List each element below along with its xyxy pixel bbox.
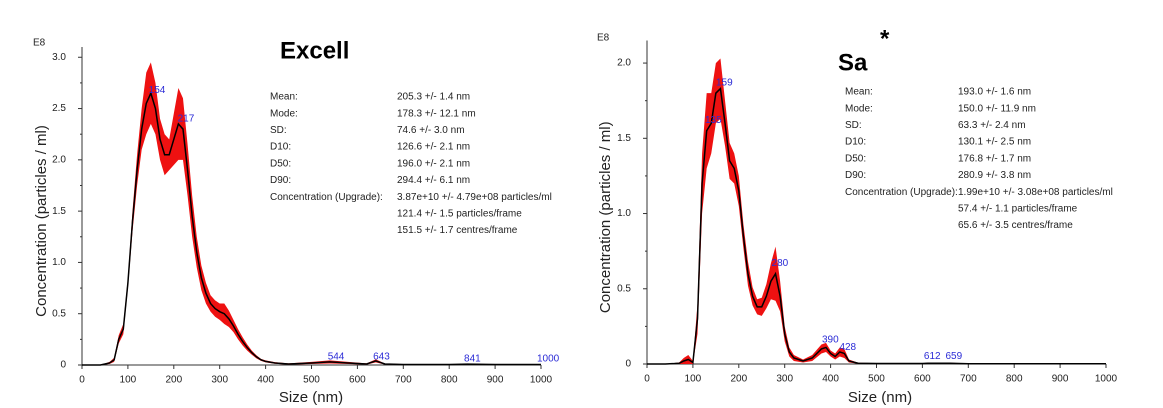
x-tick-label: 800: [441, 375, 458, 386]
x-tick-label: 200: [165, 375, 182, 386]
y-axis-label: Concentration (particles / ml): [597, 121, 614, 313]
stat-value: 130.1 +/- 2.5 nm: [958, 137, 1031, 148]
y-tick-label: 2.5: [52, 103, 66, 114]
stat-value: 294.4 +/- 6.1 nm: [397, 175, 470, 186]
stat-value: 74.6 +/- 3.0 nm: [397, 125, 465, 136]
x-tick-label: 500: [868, 374, 885, 385]
peak-label: 841: [464, 354, 481, 365]
peak-label: 135: [705, 115, 722, 126]
peak-label: 1000: [537, 354, 560, 365]
stat-value: 63.3 +/- 2.4 nm: [958, 120, 1026, 131]
stat-value: 121.4 +/- 1.5 particles/frame: [397, 209, 522, 220]
title-superscript: *: [880, 25, 890, 52]
peak-label: 544: [328, 352, 345, 363]
y-tick-label: 3.0: [52, 52, 66, 63]
stat-label: Concentration (Upgrade):: [270, 192, 383, 203]
y-tick-label: 1.0: [617, 208, 631, 219]
stat-value: 196.0 +/- 2.1 nm: [397, 158, 470, 169]
stat-label: Mean:: [270, 92, 298, 103]
stat-value: 150.0 +/- 11.9 nm: [958, 103, 1036, 114]
x-tick-label: 100: [120, 375, 137, 386]
y-tick-label: 0.5: [617, 283, 631, 294]
stat-label: Concentration (Upgrade):: [845, 187, 958, 198]
x-tick-label: 100: [685, 374, 702, 385]
stat-label: Mode:: [270, 108, 298, 119]
stat-label: D90:: [845, 170, 866, 181]
x-tick-label: 800: [1006, 374, 1023, 385]
y-tick-label: 1.5: [52, 206, 66, 217]
peak-label: 428: [839, 342, 856, 353]
chart-title: Sa: [838, 49, 868, 76]
stat-value: 1.99e+10 +/- 3.08e+08 particles/ml: [958, 187, 1113, 198]
x-tick-label: 300: [211, 375, 228, 386]
peak-label: 390: [822, 335, 839, 346]
stat-value: 57.4 +/- 1.1 particles/frame: [958, 204, 1078, 215]
peak-label: 154: [149, 85, 166, 96]
stat-label: D10:: [845, 137, 866, 148]
y-multiplier: E8: [33, 38, 46, 49]
stat-label: D10:: [270, 142, 291, 153]
y-multiplier: E8: [597, 33, 610, 44]
x-tick-label: 700: [960, 374, 977, 385]
x-tick-label: 900: [1052, 374, 1069, 385]
chart-title: Excell: [280, 37, 349, 64]
x-tick-label: 400: [257, 375, 274, 386]
stat-label: Mean:: [845, 87, 873, 98]
x-axis-label: Size (nm): [279, 389, 343, 406]
stat-label: Mode:: [845, 103, 873, 114]
x-tick-label: 300: [776, 374, 793, 385]
stat-value: 280.9 +/- 3.8 nm: [958, 170, 1031, 181]
x-tick-label: 900: [487, 375, 504, 386]
y-tick-label: 1.5: [617, 133, 631, 144]
stat-value: 193.0 +/- 1.6 nm: [958, 87, 1031, 98]
line: [82, 91, 541, 366]
peak-label: 217: [178, 114, 195, 125]
stat-label: SD:: [845, 120, 862, 131]
y-tick-label: 0: [60, 360, 66, 371]
x-tick-label: 500: [303, 375, 320, 386]
peak-label: 659: [945, 351, 962, 362]
stat-label: D90:: [270, 175, 291, 186]
stat-value: 178.3 +/- 12.1 nm: [397, 108, 476, 119]
x-tick-label: 1000: [530, 375, 553, 386]
y-tick-label: 1.0: [52, 257, 66, 268]
y-tick-label: 0.5: [52, 308, 66, 319]
peak-label: 159: [716, 77, 733, 88]
stat-value: 176.8 +/- 1.7 nm: [958, 153, 1031, 164]
stat-value: 65.6 +/- 3.5 centres/frame: [958, 220, 1073, 231]
peak-label: 612: [924, 351, 941, 362]
stat-label: D50:: [270, 158, 291, 169]
peak-label: 280: [772, 258, 789, 269]
stat-value: 205.3 +/- 1.4 nm: [397, 92, 470, 103]
x-tick-label: 600: [349, 375, 366, 386]
y-tick-label: 0: [625, 359, 631, 370]
x-tick-label: 600: [914, 374, 931, 385]
line: [647, 87, 1106, 365]
x-tick-label: 0: [79, 375, 85, 386]
x-tick-label: 700: [395, 375, 412, 386]
y-axis-label: Concentration (particles / ml): [33, 125, 50, 317]
y-tick-label: 2.0: [617, 58, 631, 69]
peak-label: 643: [373, 352, 390, 363]
x-tick-label: 0: [644, 374, 650, 385]
y-tick-label: 2.0: [52, 154, 66, 165]
x-tick-label: 200: [730, 374, 747, 385]
stat-value: 126.6 +/- 2.1 nm: [397, 142, 470, 153]
stat-label: D50:: [845, 153, 866, 164]
x-axis-label: Size (nm): [848, 389, 912, 406]
x-tick-label: 1000: [1095, 374, 1118, 385]
stat-label: SD:: [270, 125, 287, 136]
stat-value: 3.87e+10 +/- 4.79e+08 particles/ml: [397, 192, 552, 203]
stat-value: 151.5 +/- 1.7 centres/frame: [397, 225, 518, 236]
x-tick-label: 400: [822, 374, 839, 385]
